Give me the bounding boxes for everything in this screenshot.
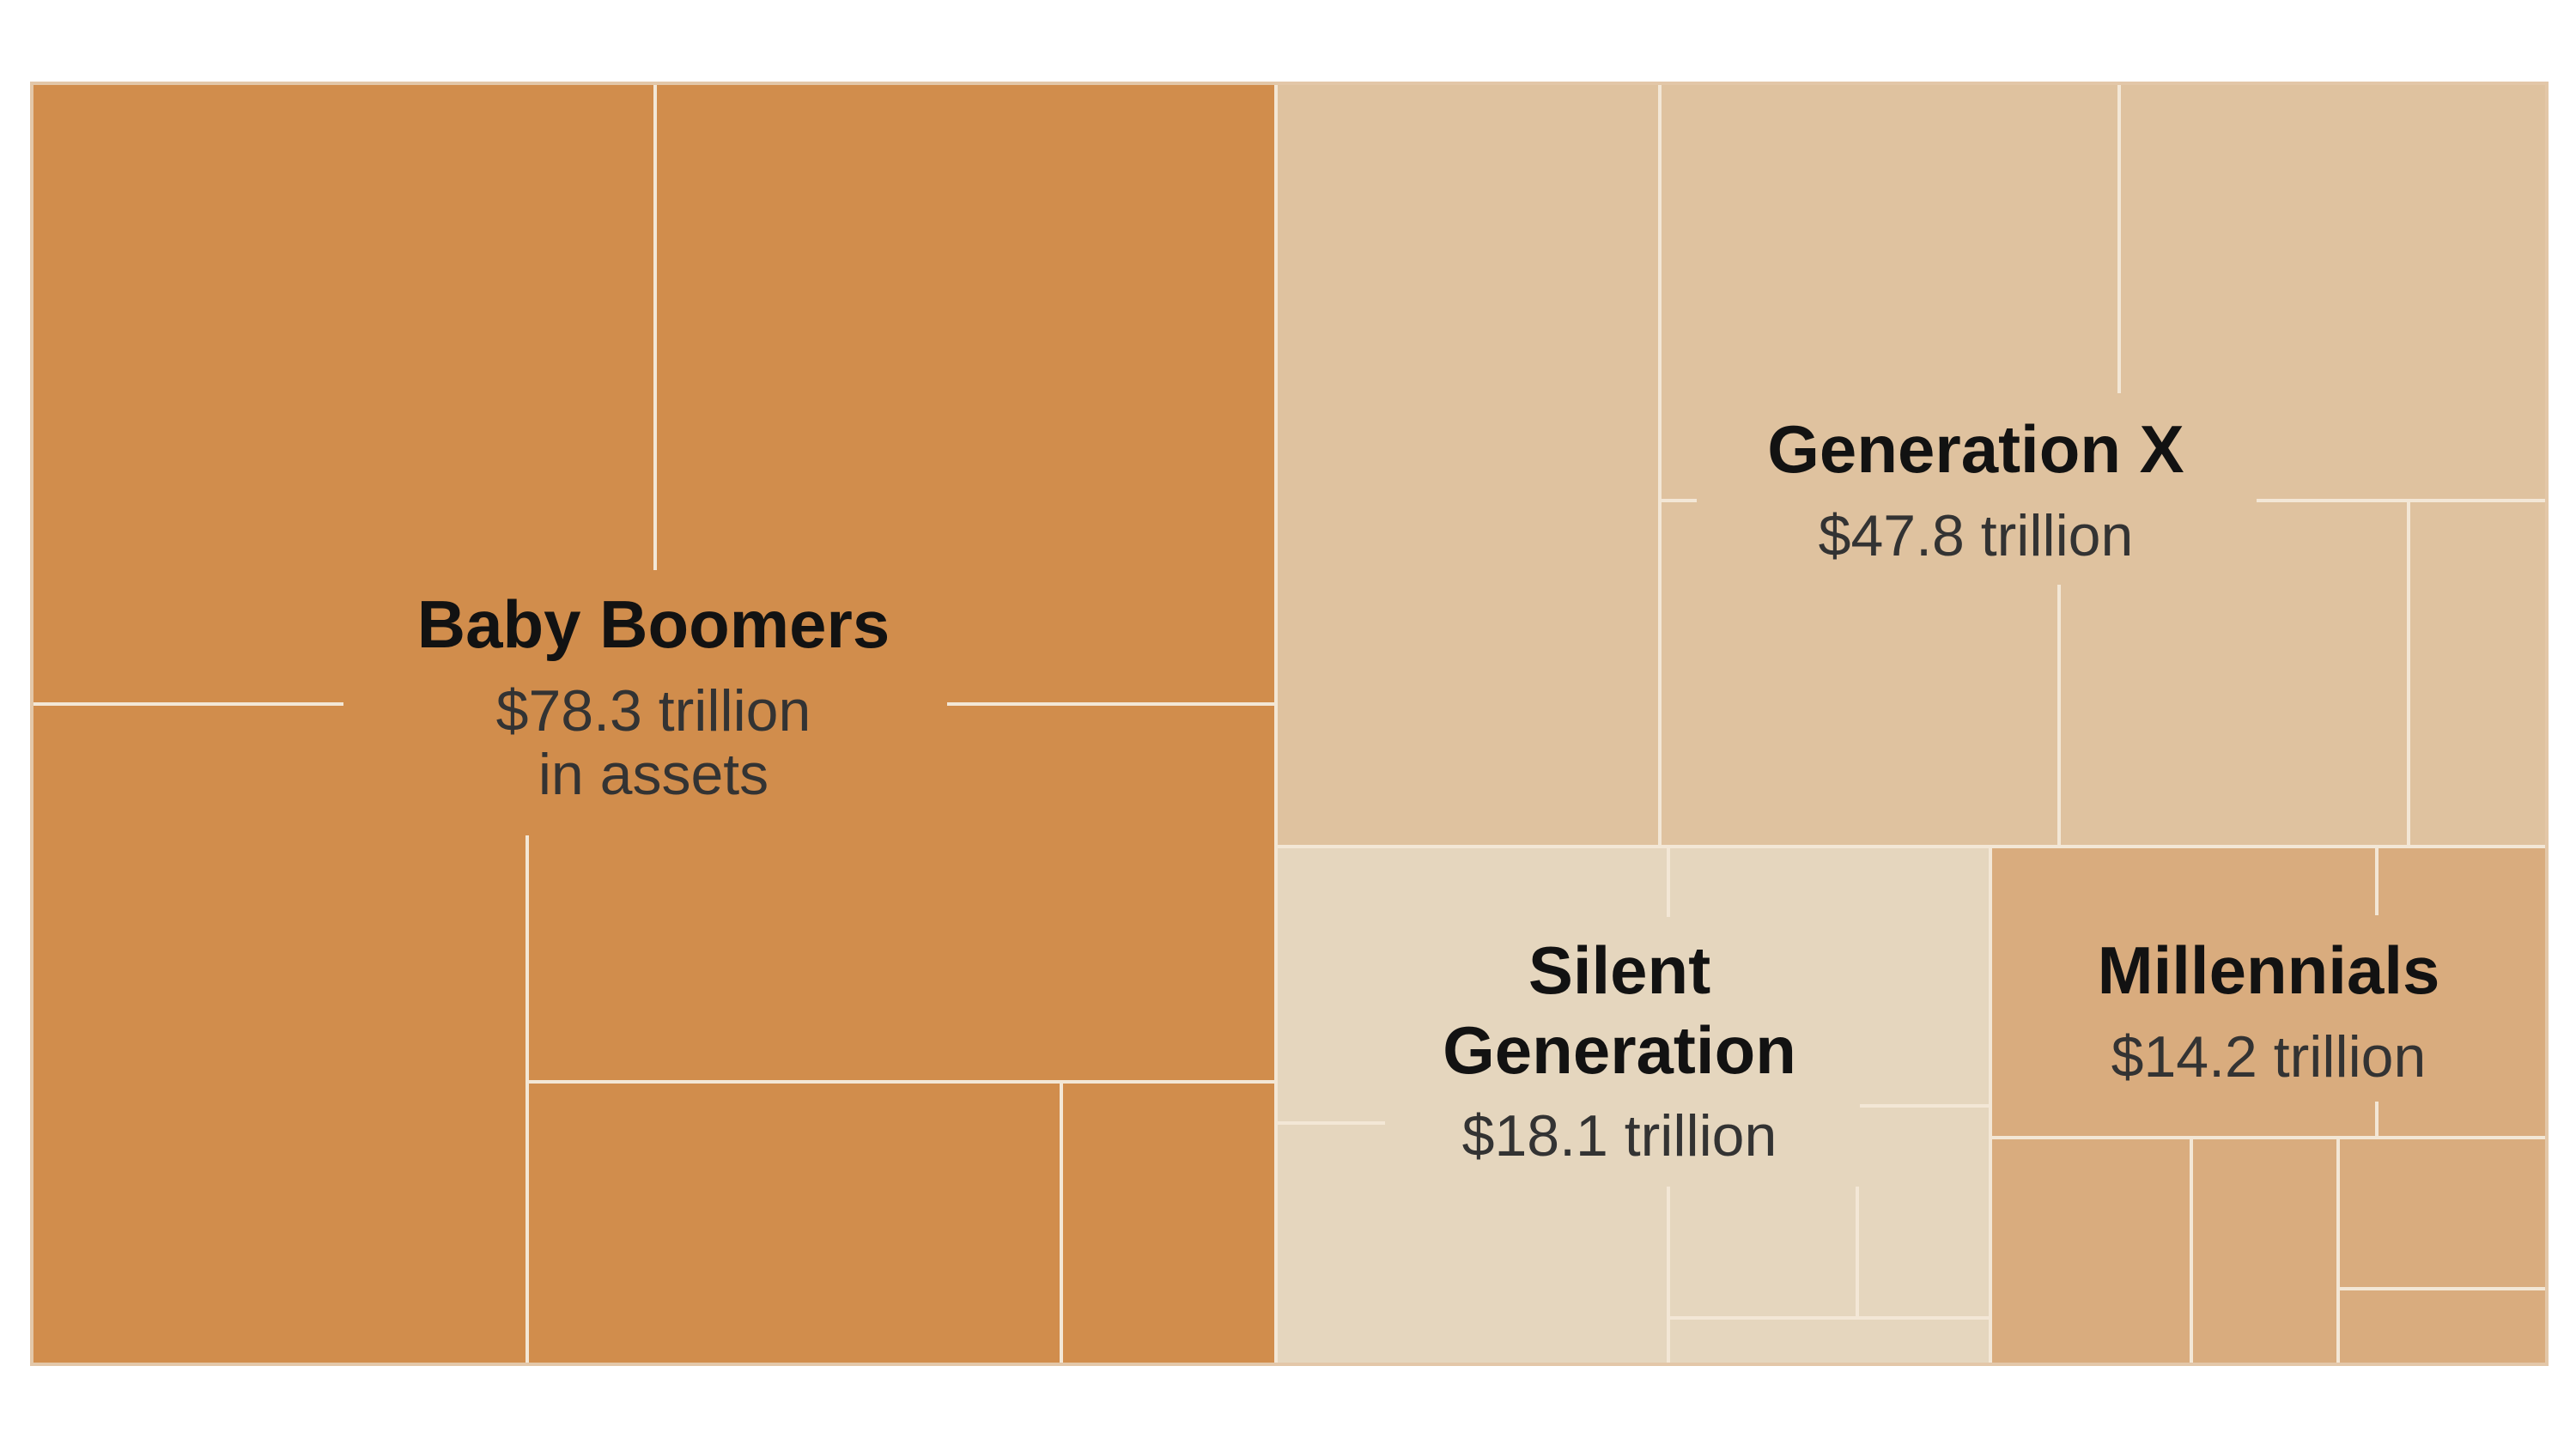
note-baby-boomers: in assets [538,742,769,807]
label-millennials: Millennials [2098,932,2440,1008]
block-labels: Baby Boomers $78.3 trillion in assets Ge… [417,411,2440,1169]
outer-border [30,82,2549,1366]
label-baby-boomers: Baby Boomers [417,586,890,662]
subcell-dividers [32,83,2547,1364]
label-generation-x: Generation X [1767,411,2184,487]
generation-blocks [32,83,2547,1364]
value-baby-boomers: $78.3 trillion [496,678,811,744]
label-silent-generation-line1: Silent [1528,932,1710,1008]
block-generation-x [1276,83,2547,847]
label-silent-generation-line2: Generation [1443,1012,1796,1088]
block-borders [30,82,2549,1366]
value-millennials: $14.2 trillion [2111,1024,2427,1090]
value-generation-x: $47.8 trillion [1819,503,2134,568]
block-millennials [1990,847,2547,1364]
value-silent-generation: $18.1 trillion [1462,1103,1777,1169]
